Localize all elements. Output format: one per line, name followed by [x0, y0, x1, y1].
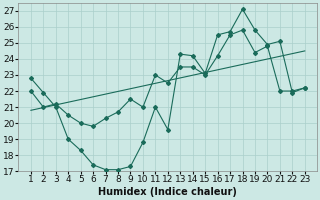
X-axis label: Humidex (Indice chaleur): Humidex (Indice chaleur)	[98, 187, 237, 197]
